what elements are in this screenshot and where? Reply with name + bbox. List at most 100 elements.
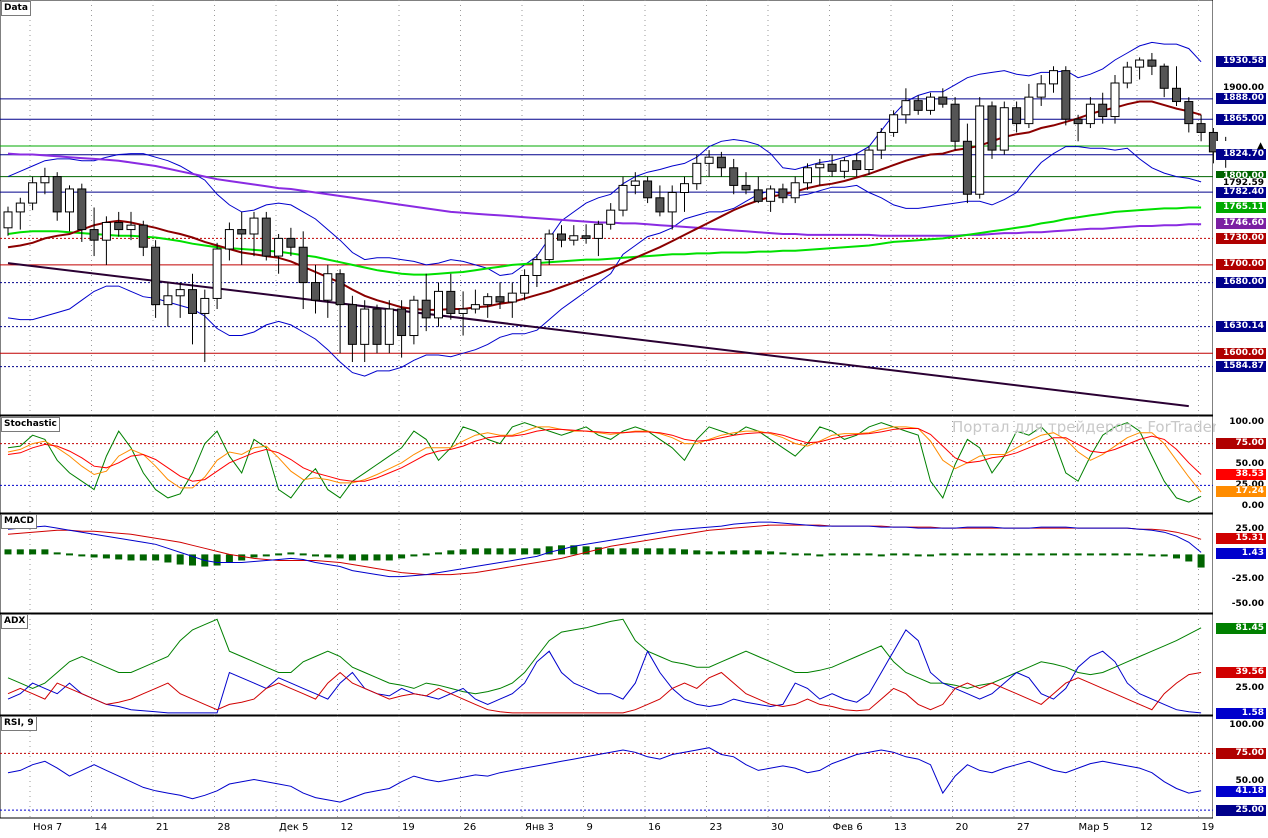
macd-histogram-bar <box>152 554 160 561</box>
stochastic-label: 25.00 <box>1216 479 1266 491</box>
macd-histogram-bar <box>717 551 725 555</box>
candle-body <box>655 197 665 213</box>
macd-histogram-bar <box>631 548 639 555</box>
stochastic-panel-title: Stochastic <box>1 417 60 432</box>
macd-histogram-bar <box>508 548 516 555</box>
candle-body <box>864 149 874 171</box>
price-label: 1765.11 <box>1216 201 1266 213</box>
candle-body <box>926 96 935 111</box>
candle-body <box>1110 82 1120 118</box>
candle-body <box>89 229 99 241</box>
candle-body <box>101 222 111 241</box>
x-axis-label: Фев 6 <box>832 822 863 833</box>
rsi-label: 41.18 <box>1216 786 1266 798</box>
candle-body <box>975 105 985 195</box>
macd-histogram-bar <box>545 546 553 555</box>
adx-line <box>7 671 1202 714</box>
macd-histogram-bar <box>976 553 984 556</box>
macd-histogram-bar <box>348 554 356 561</box>
candle-body <box>323 273 333 301</box>
candle-body <box>237 229 247 235</box>
candle-body <box>1135 59 1145 68</box>
macd-histogram-bar <box>53 552 61 555</box>
candle-body <box>212 248 222 299</box>
macd-histogram-bar <box>754 550 762 555</box>
stochastic-label: 100.00 <box>1216 417 1266 429</box>
macd-histogram-bar <box>607 548 615 555</box>
ma50-line <box>7 206 1202 276</box>
x-axis-label: 12 <box>340 822 354 833</box>
macd-histogram-bar <box>41 549 49 555</box>
macd-label: -50.00 <box>1216 599 1266 611</box>
macd-histogram-bar <box>1000 553 1008 556</box>
macd-histogram-bar <box>1136 553 1144 556</box>
candle-body <box>360 308 370 345</box>
macd-histogram-bar <box>496 548 504 555</box>
candle-body <box>1172 87 1181 103</box>
price-label: 1900.00 <box>1216 82 1266 94</box>
candle-body <box>729 167 739 186</box>
rsi-label: 75.00 <box>1216 747 1266 759</box>
candle-body <box>397 308 407 337</box>
x-axis-label: 19 <box>402 822 415 833</box>
price-label: 1888.00 <box>1216 93 1266 105</box>
candle-body <box>77 188 87 231</box>
candle-body <box>680 183 689 193</box>
candle-body <box>643 180 653 199</box>
x-axis-label: Дек 5 <box>279 822 309 833</box>
candle-body <box>950 103 960 142</box>
x-axis-label: Янв 3 <box>525 822 554 833</box>
candle-body <box>175 289 185 297</box>
macd-histogram-bar <box>213 554 221 566</box>
macd-histogram-bar <box>1062 553 1070 556</box>
macd-histogram-bar <box>435 552 442 555</box>
macd-histogram-bar <box>705 551 713 555</box>
macd-histogram-bar <box>582 546 590 555</box>
candle-body <box>470 304 480 310</box>
candle-body <box>790 182 800 199</box>
candle-body <box>938 96 948 105</box>
candle-body <box>999 107 1009 151</box>
price-panel-title: Data <box>1 1 31 16</box>
macd-histogram-bar <box>189 554 196 566</box>
macd-histogram-bar <box>656 548 664 555</box>
macd-histogram-bar <box>250 554 258 558</box>
candle-body <box>163 295 173 306</box>
macd-label: -25.00 <box>1216 574 1266 586</box>
adx-panel-frame <box>0 613 1214 716</box>
candle-body <box>1098 103 1108 118</box>
stochastic-label: 75.00 <box>1216 438 1266 450</box>
macd-histogram-bar <box>324 554 332 558</box>
candle-body <box>458 308 468 314</box>
x-axis-label: 23 <box>709 822 723 833</box>
candle-body <box>274 237 284 257</box>
candle-body <box>618 184 628 211</box>
macd-histogram-bar <box>1173 554 1180 559</box>
candle-body <box>1012 107 1022 125</box>
x-axis-label: 30 <box>771 822 784 833</box>
candle-body <box>1073 118 1083 125</box>
candle-body <box>778 188 788 199</box>
x-axis-label: 19 <box>1201 822 1215 833</box>
macd-histogram-bar <box>78 554 86 557</box>
macd-histogram-bar <box>533 548 541 555</box>
macd-histogram-bar <box>791 553 799 556</box>
candle-body <box>803 167 812 184</box>
macd-histogram-bar <box>398 554 406 559</box>
macd-histogram-bar <box>1099 553 1107 556</box>
x-axis-label: 21 <box>156 822 169 833</box>
candle-body <box>913 100 923 111</box>
macd-histogram-bar <box>927 554 934 557</box>
macd-histogram-bar <box>102 554 110 559</box>
candle-body <box>3 211 13 229</box>
x-axis-label: 13 <box>894 822 907 833</box>
price-label: 1792.59 <box>1216 177 1266 189</box>
candle-body <box>852 160 862 171</box>
macd-histogram-bar <box>312 554 319 557</box>
stochastic-label: 17.24 <box>1216 486 1266 498</box>
macd-histogram-bar <box>459 549 467 555</box>
candle-body <box>962 140 972 195</box>
macd-histogram-bar <box>1148 554 1156 557</box>
adx-line <box>7 629 1202 714</box>
candle-body <box>532 259 542 276</box>
